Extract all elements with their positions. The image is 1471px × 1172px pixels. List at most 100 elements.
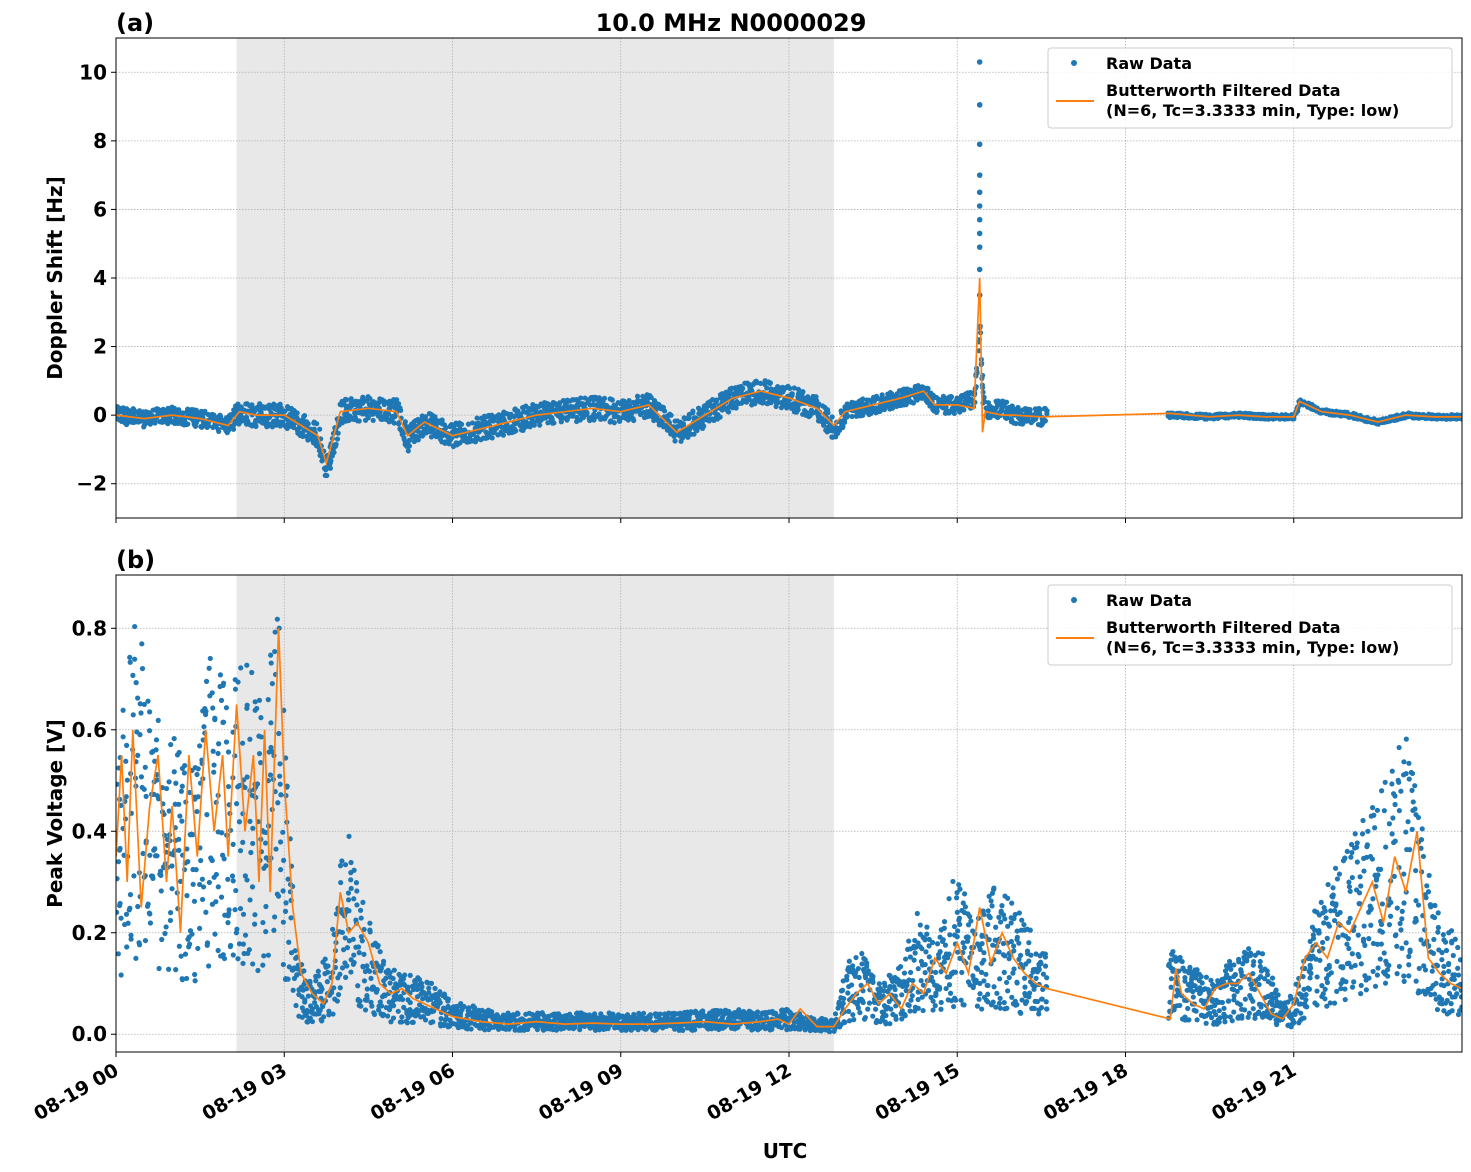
raw-point: [290, 987, 296, 993]
raw-point: [280, 888, 286, 894]
raw-point: [312, 999, 318, 1006]
raw-point: [133, 955, 139, 961]
raw-point: [301, 413, 308, 419]
raw-point: [210, 705, 216, 711]
raw-point: [153, 737, 160, 743]
raw-point: [391, 420, 397, 426]
raw-point: [357, 907, 364, 913]
raw-point: [474, 415, 480, 421]
raw-point: [462, 434, 468, 441]
raw-point: [267, 772, 274, 778]
raw-point: [348, 859, 354, 866]
raw-point: [285, 976, 291, 982]
raw-point: [533, 407, 539, 414]
raw-point: [169, 863, 175, 869]
raw-point: [248, 849, 254, 856]
raw-point: [876, 981, 882, 987]
raw-point: [504, 423, 510, 430]
raw-point: [394, 397, 400, 403]
raw-point: [136, 940, 142, 946]
raw-point: [268, 744, 274, 751]
raw-point: [263, 929, 269, 935]
raw-point: [470, 431, 477, 437]
raw-point: [428, 980, 435, 987]
raw-point: [223, 739, 230, 745]
raw-point: [192, 978, 198, 984]
raw-point: [268, 720, 274, 726]
raw-point: [399, 996, 406, 1003]
raw-point: [401, 1004, 407, 1010]
raw-point: [260, 919, 266, 926]
raw-point: [234, 926, 240, 932]
raw-point: [961, 407, 967, 413]
raw-point: [225, 920, 231, 926]
raw-point: [223, 705, 230, 711]
raw-point: [437, 989, 443, 995]
raw-point: [265, 952, 271, 958]
filtered-data-line: [116, 277, 1462, 467]
raw-point: [348, 877, 354, 883]
raw-point: [846, 1008, 852, 1014]
raw-point: [137, 701, 143, 707]
raw-point: [855, 965, 861, 972]
raw-point: [125, 920, 131, 926]
raw-point: [534, 1026, 541, 1033]
raw-point: [294, 972, 300, 978]
raw-point: [1013, 420, 1019, 427]
raw-point: [275, 800, 281, 806]
raw-point: [694, 427, 700, 434]
raw-point: [877, 985, 883, 992]
raw-point: [976, 216, 983, 223]
raw-point: [268, 660, 274, 666]
raw-point: [190, 832, 196, 838]
raw-point: [250, 840, 256, 847]
raw-point: [334, 998, 340, 1004]
raw-point: [265, 697, 271, 703]
raw-point: [596, 411, 602, 417]
raw-point: [351, 867, 357, 873]
raw-point: [845, 990, 851, 996]
raw-point: [258, 408, 264, 415]
raw-point: [162, 930, 168, 937]
raw-point: [210, 414, 216, 420]
raw-point: [849, 413, 855, 420]
raw-point: [178, 788, 185, 794]
raw-point: [934, 408, 940, 414]
raw-point: [350, 936, 356, 942]
raw-point: [187, 789, 193, 796]
raw-point: [558, 419, 564, 425]
raw-point: [410, 1019, 416, 1025]
raw-point: [211, 769, 217, 775]
raw-point: [840, 1000, 846, 1006]
raw-point: [285, 876, 291, 882]
raw-point: [146, 728, 153, 734]
raw-point: [149, 873, 156, 879]
raw-point: [204, 812, 210, 818]
raw-point: [332, 442, 339, 448]
raw-point: [230, 841, 236, 847]
raw-point: [179, 976, 185, 982]
raw-point: [330, 926, 336, 932]
raw-point: [370, 417, 376, 424]
raw-point: [513, 428, 519, 434]
raw-point: [1037, 411, 1043, 417]
raw-point: [406, 443, 413, 449]
raw-point: [237, 905, 244, 912]
raw-point: [402, 972, 408, 978]
raw-point: [832, 1011, 839, 1017]
raw-point: [859, 950, 865, 957]
raw-point: [288, 915, 294, 921]
raw-point: [672, 1026, 678, 1032]
raw-point: [155, 796, 162, 802]
raw-point: [398, 407, 404, 414]
raw-point: [158, 872, 164, 879]
raw-point: [328, 458, 334, 464]
raw-point: [458, 421, 465, 427]
raw-point: [395, 401, 401, 407]
y-tick-label: 8: [93, 129, 107, 153]
raw-point: [414, 986, 420, 992]
raw-point: [423, 414, 429, 420]
raw-point: [220, 680, 227, 686]
raw-point: [387, 980, 393, 986]
